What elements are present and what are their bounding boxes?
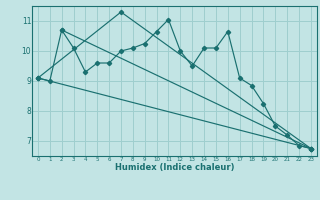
- X-axis label: Humidex (Indice chaleur): Humidex (Indice chaleur): [115, 163, 234, 172]
